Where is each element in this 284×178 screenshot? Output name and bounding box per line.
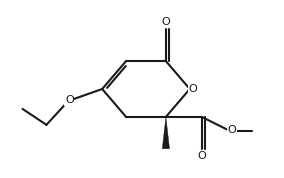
Text: O: O	[65, 95, 74, 105]
Text: O: O	[188, 84, 197, 94]
Text: O: O	[162, 17, 170, 27]
Polygon shape	[162, 117, 170, 149]
Text: O: O	[227, 125, 236, 135]
Text: O: O	[197, 151, 206, 161]
